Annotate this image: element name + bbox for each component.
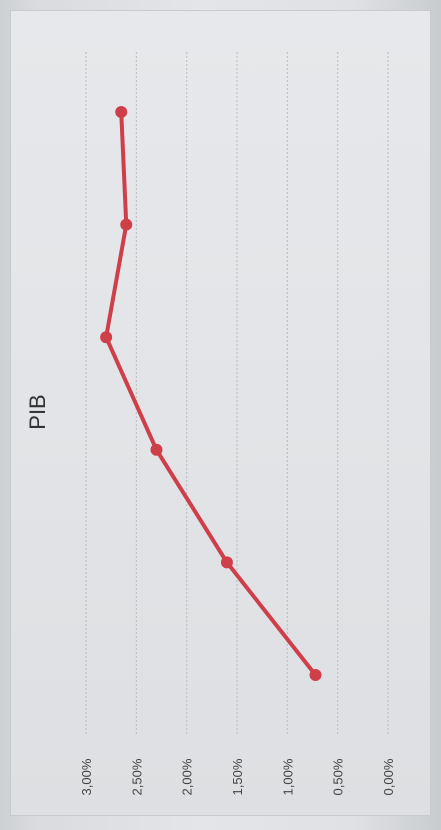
y-tick-label: 1,50% [230,758,245,795]
y-tick-label: 3,00% [79,758,94,795]
y-tick-label: 2,00% [180,758,195,795]
gridlines [85,52,389,735]
data-point [115,106,128,118]
data-point [150,443,163,456]
y-axis-tick-labels: 0,00% 0,50% 1,00% 1,50% 2,00% 2,50% 3,00% [79,758,396,795]
y-tick-label: 1,00% [280,758,295,795]
y-tick-label: 0,00% [381,758,396,795]
series-layer [100,106,322,681]
data-point [220,556,233,569]
y-tick-label: 0,50% [331,758,346,795]
data-point [100,331,113,344]
data-point [120,218,133,231]
chart-title: PIB [25,394,50,429]
series-line [104,110,318,677]
data-point [309,669,322,681]
chart-area [10,10,431,816]
y-tick-label: 2,50% [129,758,144,795]
